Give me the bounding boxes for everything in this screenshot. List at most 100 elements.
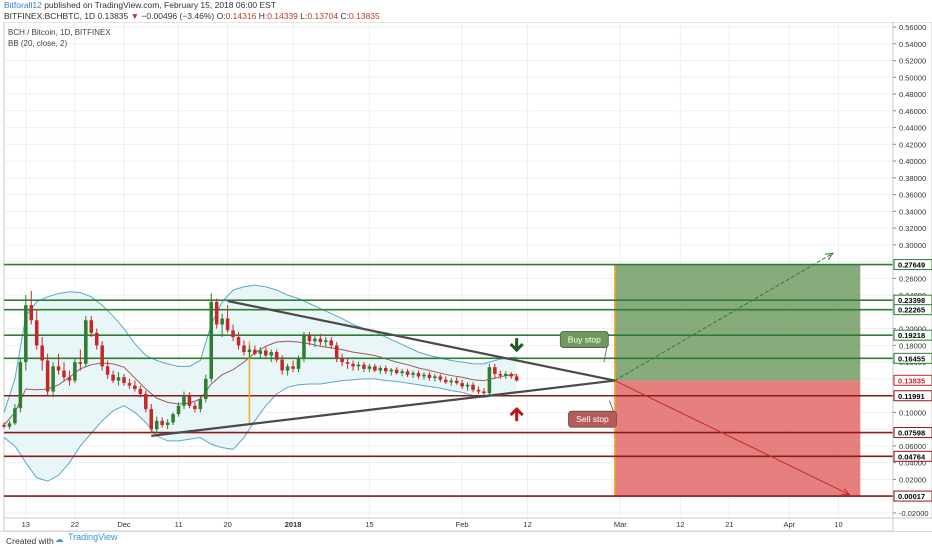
candle-body[interactable] (160, 420, 164, 425)
candle-body[interactable] (89, 320, 94, 333)
candle-body[interactable] (100, 345, 104, 367)
candle-body[interactable] (84, 320, 88, 364)
candle-body[interactable] (493, 367, 497, 374)
candle-body[interactable] (329, 340, 334, 346)
candle-body[interactable] (78, 362, 83, 364)
candle-body[interactable] (427, 374, 432, 379)
candle-body[interactable] (176, 405, 181, 415)
candle-body[interactable] (220, 318, 224, 325)
candle-body[interactable] (144, 394, 148, 410)
candle-body[interactable] (394, 369, 399, 374)
candle-body[interactable] (411, 373, 415, 375)
candle-body[interactable] (67, 377, 72, 381)
candle-body[interactable] (105, 366, 110, 375)
candle-body[interactable] (171, 414, 175, 423)
candle-body[interactable] (236, 337, 241, 346)
candle-body[interactable] (193, 405, 197, 410)
time-axis[interactable] (3, 517, 894, 531)
candle-body[interactable] (416, 373, 421, 377)
candle-body[interactable] (247, 349, 252, 353)
candle-body[interactable] (498, 373, 503, 376)
candle-body[interactable] (269, 352, 274, 356)
candle-body[interactable] (182, 395, 186, 406)
candle-body[interactable] (400, 371, 404, 374)
candle-body[interactable] (253, 349, 257, 354)
candle-body[interactable] (127, 383, 132, 386)
candle-body[interactable] (13, 408, 17, 424)
candle-body[interactable] (356, 364, 361, 367)
candle-body[interactable] (149, 409, 154, 430)
candle-body[interactable] (165, 422, 170, 425)
price-chart[interactable]: Buy stop Sell stop 0.56000 0.54000 0.52000 0.… (0, 22, 932, 531)
candle-body[interactable] (274, 352, 279, 360)
tradingview-brand-link[interactable]: TradingView (68, 532, 118, 542)
candle-body[interactable] (204, 378, 208, 400)
candle-body[interactable] (94, 332, 99, 346)
candle-body[interactable] (444, 379, 448, 383)
candle-body[interactable] (18, 362, 23, 409)
candle-body[interactable] (482, 391, 486, 394)
candle-body[interactable] (465, 384, 470, 387)
candle-body[interactable] (285, 366, 290, 371)
candle-body[interactable] (116, 377, 121, 381)
candle-body[interactable] (340, 357, 344, 363)
candle-body[interactable] (307, 335, 312, 342)
publisher-username[interactable]: Bitforall12 (4, 0, 42, 10)
candle-body[interactable] (2, 425, 6, 427)
candle-body[interactable] (258, 350, 263, 354)
candle-body[interactable] (242, 345, 246, 353)
candle-body[interactable] (334, 345, 339, 358)
candle-body[interactable] (7, 423, 12, 427)
candle-body[interactable] (378, 368, 383, 371)
candle-body[interactable] (291, 366, 295, 369)
buy-stop-callout-box[interactable] (559, 331, 609, 348)
candle-body[interactable] (302, 335, 306, 358)
indicator-legend[interactable]: BB (20, close, 2) (8, 39, 67, 48)
candle-body[interactable] (449, 380, 453, 383)
candle-body[interactable] (422, 374, 426, 377)
candle-body[interactable] (389, 369, 394, 372)
candle-body[interactable] (373, 366, 377, 371)
candle-body[interactable] (34, 320, 39, 346)
candle-body[interactable] (460, 383, 464, 387)
candle-body[interactable] (24, 305, 28, 363)
triangle-upper-trendline[interactable] (227, 299, 616, 382)
candle-body[interactable] (296, 357, 301, 369)
candle-body[interactable] (324, 340, 328, 343)
candle-body[interactable] (62, 370, 66, 378)
candle-body[interactable] (133, 385, 137, 389)
candle-body[interactable] (280, 359, 284, 371)
candle-body[interactable] (454, 380, 459, 384)
candle-body[interactable] (111, 374, 115, 381)
candle-body[interactable] (187, 395, 192, 406)
candle-body[interactable] (56, 366, 61, 371)
candle-body[interactable] (476, 389, 481, 392)
candle-body[interactable] (264, 350, 268, 356)
candle-body[interactable] (138, 388, 143, 394)
candle-body[interactable] (198, 399, 203, 410)
candle-body[interactable] (487, 367, 492, 394)
candle-body[interactable] (45, 360, 50, 392)
candle-body[interactable] (51, 366, 55, 392)
candle-body[interactable] (514, 376, 519, 381)
candle-body[interactable] (384, 368, 388, 372)
candle-body[interactable] (225, 318, 230, 331)
candle-body[interactable] (318, 338, 323, 343)
candle-body[interactable] (433, 376, 437, 379)
triangle-lower-trendline[interactable] (151, 379, 615, 437)
candle-body[interactable] (351, 363, 355, 367)
candle-body[interactable] (362, 364, 366, 369)
candle-body[interactable] (122, 377, 126, 384)
candle-body[interactable] (209, 301, 214, 379)
candle-body[interactable] (154, 420, 159, 430)
sell-stop-callout-box[interactable] (568, 410, 617, 428)
candle-body[interactable] (313, 338, 317, 342)
candle-body[interactable] (73, 362, 77, 381)
candle-body[interactable] (29, 305, 34, 321)
candle-body[interactable] (345, 362, 350, 364)
candle-body[interactable] (231, 330, 235, 338)
tradingview-logo-icon[interactable]: ☁ (55, 534, 64, 544)
candle-body[interactable] (214, 301, 219, 325)
symbol-name[interactable]: BITFINEX:BCHBTC, 1D (4, 11, 96, 21)
candle-body[interactable] (405, 371, 410, 375)
